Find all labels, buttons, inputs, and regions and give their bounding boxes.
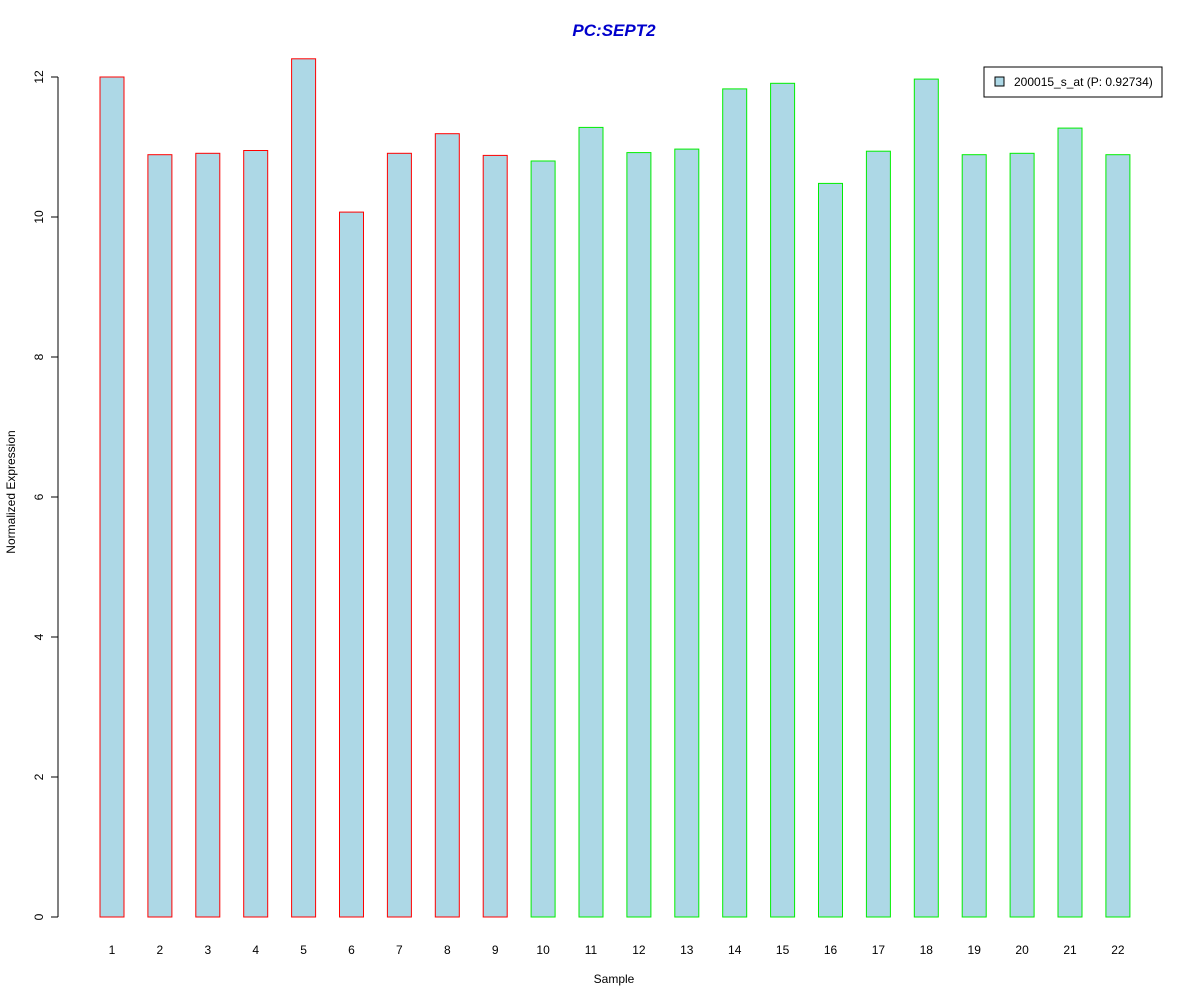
bar bbox=[482, 154, 508, 918]
chart-title: PC:SEPT2 bbox=[572, 21, 656, 40]
bar bbox=[578, 126, 604, 918]
bar bbox=[818, 182, 843, 918]
x-tick-label: 5 bbox=[300, 943, 307, 957]
legend-swatch bbox=[994, 76, 1005, 87]
x-tick-label: 21 bbox=[1063, 943, 1077, 957]
bar bbox=[386, 152, 412, 918]
bar bbox=[961, 154, 987, 918]
x-tick-label: 15 bbox=[776, 943, 790, 957]
legend-label: 200015_s_at (P: 0.92734) bbox=[1014, 75, 1153, 89]
x-tick-label: 19 bbox=[968, 943, 982, 957]
bar bbox=[770, 82, 796, 918]
bar bbox=[339, 211, 364, 918]
x-tick-label: 6 bbox=[348, 943, 355, 957]
y-tick-label: 10 bbox=[32, 210, 46, 224]
y-tick-label: 0 bbox=[32, 913, 46, 920]
x-tick-label: 3 bbox=[204, 943, 211, 957]
bar bbox=[434, 133, 460, 918]
x-axis-labels: 1 2 3 4 5 6 7 8 9 10 11 12 13 14 15 16 17 18 19 20 21 22 bbox=[109, 943, 1125, 957]
bar bbox=[722, 88, 748, 918]
bar bbox=[147, 154, 173, 918]
bar bbox=[913, 78, 939, 918]
x-tick-label: 1 bbox=[109, 943, 116, 957]
bar bbox=[626, 152, 652, 918]
bar bbox=[530, 160, 556, 918]
bar bbox=[1009, 152, 1035, 918]
legend-box bbox=[983, 66, 1163, 98]
x-tick-label: 20 bbox=[1015, 943, 1029, 957]
bar bbox=[99, 76, 125, 918]
y-axis: 0 2 4 6 8 10 12 bbox=[32, 70, 59, 920]
bar bbox=[243, 150, 269, 918]
x-tick-label: 16 bbox=[824, 943, 838, 957]
bars-group bbox=[99, 58, 1131, 918]
bar bbox=[1057, 127, 1083, 918]
x-tick-label: 17 bbox=[872, 943, 886, 957]
x-tick-label: 14 bbox=[728, 943, 742, 957]
x-tick-label: 11 bbox=[585, 943, 598, 957]
x-tick-label: 13 bbox=[680, 943, 694, 957]
x-tick-label: 18 bbox=[920, 943, 934, 957]
y-axis-title: Normalized Expression bbox=[4, 430, 18, 553]
x-tick-label: 2 bbox=[157, 943, 164, 957]
x-tick-label: 22 bbox=[1111, 943, 1125, 957]
bar bbox=[865, 150, 891, 918]
x-tick-label: 9 bbox=[492, 943, 499, 957]
bar bbox=[195, 152, 221, 918]
x-tick-label: 4 bbox=[252, 943, 259, 957]
bar bbox=[674, 148, 700, 918]
x-tick-label: 12 bbox=[632, 943, 646, 957]
legend: 200015_s_at (P: 0.92734) bbox=[983, 66, 1163, 98]
y-tick-label: 12 bbox=[32, 70, 46, 84]
y-tick-label: 2 bbox=[32, 773, 46, 780]
y-tick-label: 8 bbox=[32, 353, 46, 360]
y-tick-label: 6 bbox=[32, 493, 46, 500]
bar bbox=[291, 58, 317, 918]
x-tick-label: 10 bbox=[536, 943, 550, 957]
x-axis-title: Sample bbox=[594, 972, 635, 986]
x-tick-label: 8 bbox=[444, 943, 451, 957]
y-tick-label: 4 bbox=[32, 633, 46, 640]
x-tick-label: 7 bbox=[396, 943, 403, 957]
bar bbox=[1105, 154, 1131, 918]
